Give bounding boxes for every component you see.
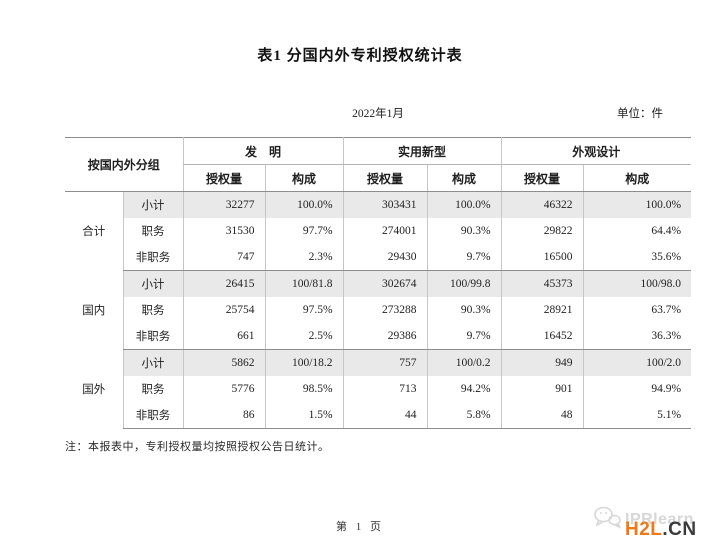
cell-value: 747 bbox=[182, 244, 266, 271]
cell-value: 901 bbox=[500, 376, 584, 402]
cell-value: 46322 bbox=[500, 191, 584, 218]
cell-value: 273288 bbox=[342, 297, 428, 323]
cell-value: 48 bbox=[500, 402, 584, 429]
row-label: 职务 bbox=[122, 376, 184, 402]
cell-value: 36.3% bbox=[582, 323, 692, 350]
header-composition: 构成 bbox=[264, 164, 344, 192]
cell-value: 35.6% bbox=[582, 244, 692, 271]
table-row: 非职务 747 2.3% 29430 9.7% 16500 35.6% bbox=[65, 244, 692, 271]
cell-value: 100/0.2 bbox=[426, 349, 502, 376]
cell-value: 63.7% bbox=[582, 297, 692, 323]
row-label: 非职务 bbox=[122, 402, 184, 429]
header-row-subcols: 授权量 构成 授权量 构成 授权量 构成 bbox=[65, 164, 692, 192]
cell-value: 29822 bbox=[500, 218, 584, 244]
cell-value: 98.5% bbox=[264, 376, 344, 402]
cell-value: 5.1% bbox=[582, 402, 692, 429]
report-date: 2022年1月 bbox=[352, 108, 404, 120]
header-group-col: 按国内外分组 bbox=[65, 137, 184, 192]
cell-value: 29430 bbox=[342, 244, 428, 271]
cell-value: 100/81.8 bbox=[264, 270, 344, 297]
cell-value: 1.5% bbox=[264, 402, 344, 429]
cell-value: 44 bbox=[342, 402, 428, 429]
table-row: 合计 小计 32277 100.0% 303431 100.0% 46322 1… bbox=[65, 191, 692, 271]
cell-value: 100/2.0 bbox=[582, 349, 692, 376]
header-design: 外观设计 bbox=[500, 137, 692, 165]
cell-value: 274001 bbox=[342, 218, 428, 244]
cell-value: 94.2% bbox=[426, 376, 502, 402]
table-meta: 2022年1月 单位：件 bbox=[65, 105, 691, 121]
cell-value: 5776 bbox=[182, 376, 266, 402]
cell-value: 5862 bbox=[182, 349, 266, 376]
cell-value: 90.3% bbox=[426, 297, 502, 323]
watermark-overlay: H2L.CN bbox=[625, 519, 697, 541]
table-row: 非职务 661 2.5% 29386 9.7% 16452 36.3% bbox=[65, 323, 692, 350]
row-label: 非职务 bbox=[122, 323, 184, 350]
cell-value: 29386 bbox=[342, 323, 428, 350]
table-row: 职务 25754 97.5% 273288 90.3% 28921 63.7% bbox=[65, 297, 692, 323]
cell-value: 25754 bbox=[182, 297, 266, 323]
cell-value: 303431 bbox=[342, 191, 428, 218]
cell-value: 9.7% bbox=[426, 244, 502, 271]
cell-value: 97.5% bbox=[264, 297, 344, 323]
patent-grant-table: 按国内外分组 发 明 实用新型 外观设计 授权量 构成 授权量 构成 授权量 构… bbox=[65, 137, 692, 429]
header-row-groups: 按国内外分组 发 明 实用新型 外观设计 bbox=[65, 137, 692, 192]
cell-value: 94.9% bbox=[582, 376, 692, 402]
cell-value: 90.3% bbox=[426, 218, 502, 244]
header-composition: 构成 bbox=[426, 164, 502, 192]
table-row: 国外 小计 5862 100/18.2 757 100/0.2 949 100/… bbox=[65, 349, 692, 429]
table-row: 非职务 86 1.5% 44 5.8% 48 5.1% bbox=[65, 402, 692, 429]
cell-value: 31530 bbox=[182, 218, 266, 244]
cell-value: 16452 bbox=[500, 323, 584, 350]
cell-value: 100/18.2 bbox=[264, 349, 344, 376]
row-label: 非职务 bbox=[122, 244, 184, 271]
cell-value: 97.7% bbox=[264, 218, 344, 244]
group-label-domestic: 国内 bbox=[65, 270, 123, 350]
table-row: 职务 31530 97.7% 274001 90.3% 29822 64.4% bbox=[65, 218, 692, 244]
cell-value: 949 bbox=[500, 349, 584, 376]
cell-value: 713 bbox=[342, 376, 428, 402]
row-label: 小计 bbox=[122, 191, 184, 218]
cell-value: 2.5% bbox=[264, 323, 344, 350]
group-label-foreign: 国外 bbox=[65, 349, 123, 429]
table-row: 国内 小计 26415 100/81.8 302674 100/99.8 453… bbox=[65, 270, 692, 350]
row-label: 小计 bbox=[122, 349, 184, 376]
header-grant-count: 授权量 bbox=[500, 164, 584, 192]
cell-value: 100/98.0 bbox=[582, 270, 692, 297]
group-label-total: 合计 bbox=[65, 191, 123, 271]
header-grant-count: 授权量 bbox=[182, 164, 266, 192]
header-utility-model: 实用新型 bbox=[342, 137, 502, 165]
header-grant-count: 授权量 bbox=[342, 164, 428, 192]
row-label: 小计 bbox=[122, 270, 184, 297]
page-title: 表1 分国内外专利授权统计表 bbox=[257, 48, 463, 64]
cell-value: 45373 bbox=[500, 270, 584, 297]
cell-value: 2.3% bbox=[264, 244, 344, 271]
cell-value: 86 bbox=[182, 402, 266, 429]
cell-value: 302674 bbox=[342, 270, 428, 297]
table-note: 注：本报表中，专利授权量均按照授权公告日统计。 bbox=[65, 441, 330, 453]
cell-value: 32277 bbox=[182, 191, 266, 218]
cell-value: 16500 bbox=[500, 244, 584, 271]
cell-value: 26415 bbox=[182, 270, 266, 297]
row-label: 职务 bbox=[122, 297, 184, 323]
cell-value: 9.7% bbox=[426, 323, 502, 350]
row-label: 职务 bbox=[122, 218, 184, 244]
header-composition: 构成 bbox=[582, 164, 692, 192]
table-row: 职务 5776 98.5% 713 94.2% 901 94.9% bbox=[65, 376, 692, 402]
cell-value: 28921 bbox=[500, 297, 584, 323]
cell-value: 100.0% bbox=[426, 191, 502, 218]
watermark-overlay-primary: H2L bbox=[625, 519, 663, 540]
cell-value: 100.0% bbox=[264, 191, 344, 218]
cell-value: 64.4% bbox=[582, 218, 692, 244]
chat-bubbles-icon bbox=[592, 505, 622, 534]
cell-value: 661 bbox=[182, 323, 266, 350]
watermark-overlay-suffix: .CN bbox=[662, 519, 697, 540]
cell-value: 100/99.8 bbox=[426, 270, 502, 297]
cell-value: 757 bbox=[342, 349, 428, 376]
unit-label: 单位：件 bbox=[617, 108, 663, 120]
cell-value: 5.8% bbox=[426, 402, 502, 429]
cell-value: 100.0% bbox=[582, 191, 692, 218]
header-invention: 发 明 bbox=[182, 137, 344, 165]
